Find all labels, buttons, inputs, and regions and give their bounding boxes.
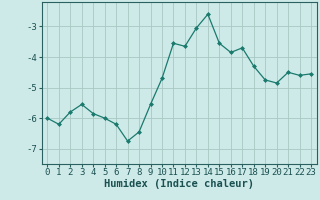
X-axis label: Humidex (Indice chaleur): Humidex (Indice chaleur) <box>104 179 254 189</box>
